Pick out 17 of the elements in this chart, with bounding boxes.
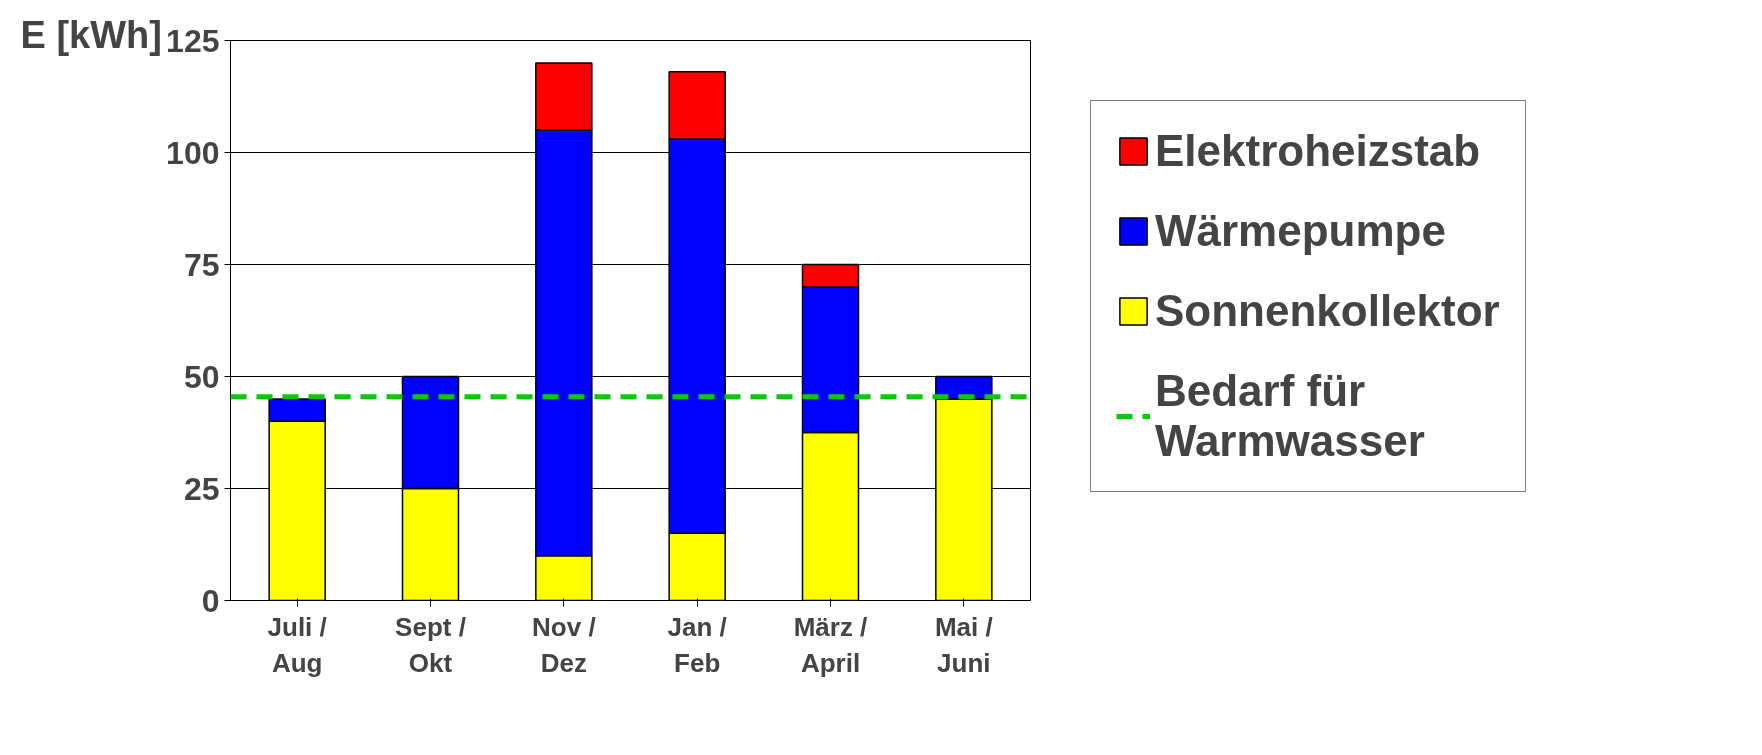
y-tick-label: 125 [166,22,220,59]
y-tick-label: 50 [183,358,220,395]
ref-line-label: Bedarf für Warmwasser [1155,366,1425,466]
x-tick-label: März / April [793,611,868,678]
y-tick-label: 75 [183,246,220,283]
x-tick-label: Jan / Feb [667,611,727,678]
legend-label: Sonnenkollektor [1155,286,1500,336]
legend-label: Wärmepumpe [1155,206,1446,256]
x-tick-label: Nov / Dez [532,611,596,678]
x-tick-label: Mai / Juni [934,611,993,678]
y-tick-label: 100 [166,134,220,171]
y-tick-label: 0 [201,582,220,619]
x-tick-label: Juli / Aug [267,611,327,678]
y-tick-label: 25 [183,470,220,507]
legend-label: Elektroheizstab [1155,126,1481,176]
x-tick-label: Sept / Okt [395,611,466,678]
y-axis-title: E [kWh] [20,13,162,56]
